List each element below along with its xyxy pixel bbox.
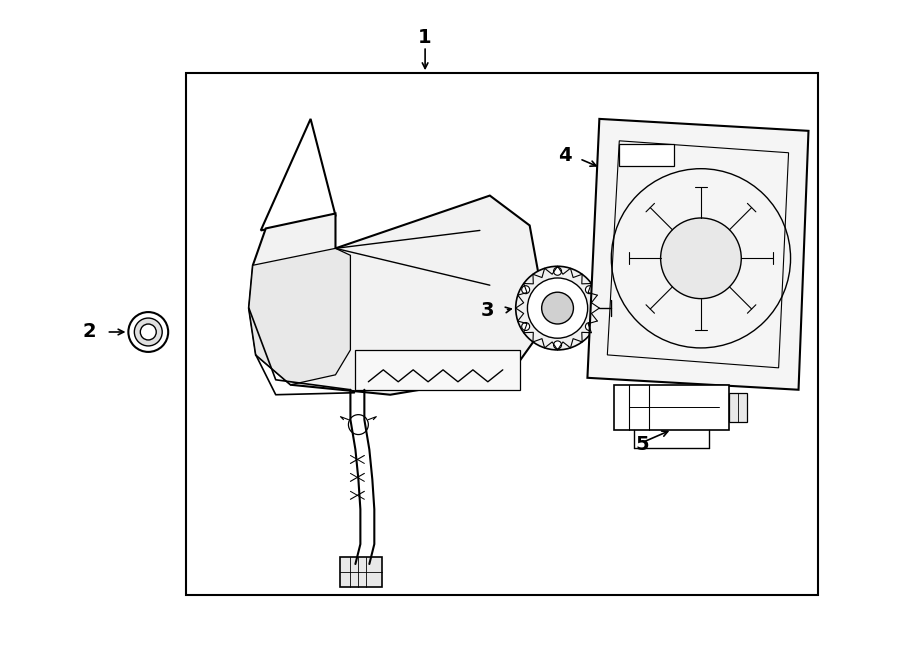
Text: 2: 2 [83,323,96,342]
Bar [340,557,382,587]
Text: 3: 3 [482,301,495,319]
Bar [615,385,729,430]
Circle shape [554,341,562,349]
Text: 4: 4 [558,146,572,165]
Circle shape [134,318,162,346]
Circle shape [522,323,530,330]
Polygon shape [588,119,808,390]
Circle shape [516,266,599,350]
Polygon shape [248,196,540,395]
Circle shape [522,286,530,293]
Polygon shape [248,249,350,385]
Circle shape [585,323,593,330]
Circle shape [129,312,168,352]
Bar [729,393,747,422]
Circle shape [527,278,588,338]
Circle shape [585,286,593,293]
Circle shape [554,267,562,275]
Text: 1: 1 [418,28,432,47]
Circle shape [140,324,157,340]
Circle shape [348,414,368,434]
Text: 5: 5 [635,435,649,454]
Bar [186,73,818,595]
Bar [619,144,674,166]
Circle shape [661,218,742,299]
Polygon shape [261,119,336,231]
Bar [356,350,519,390]
Circle shape [542,292,573,324]
